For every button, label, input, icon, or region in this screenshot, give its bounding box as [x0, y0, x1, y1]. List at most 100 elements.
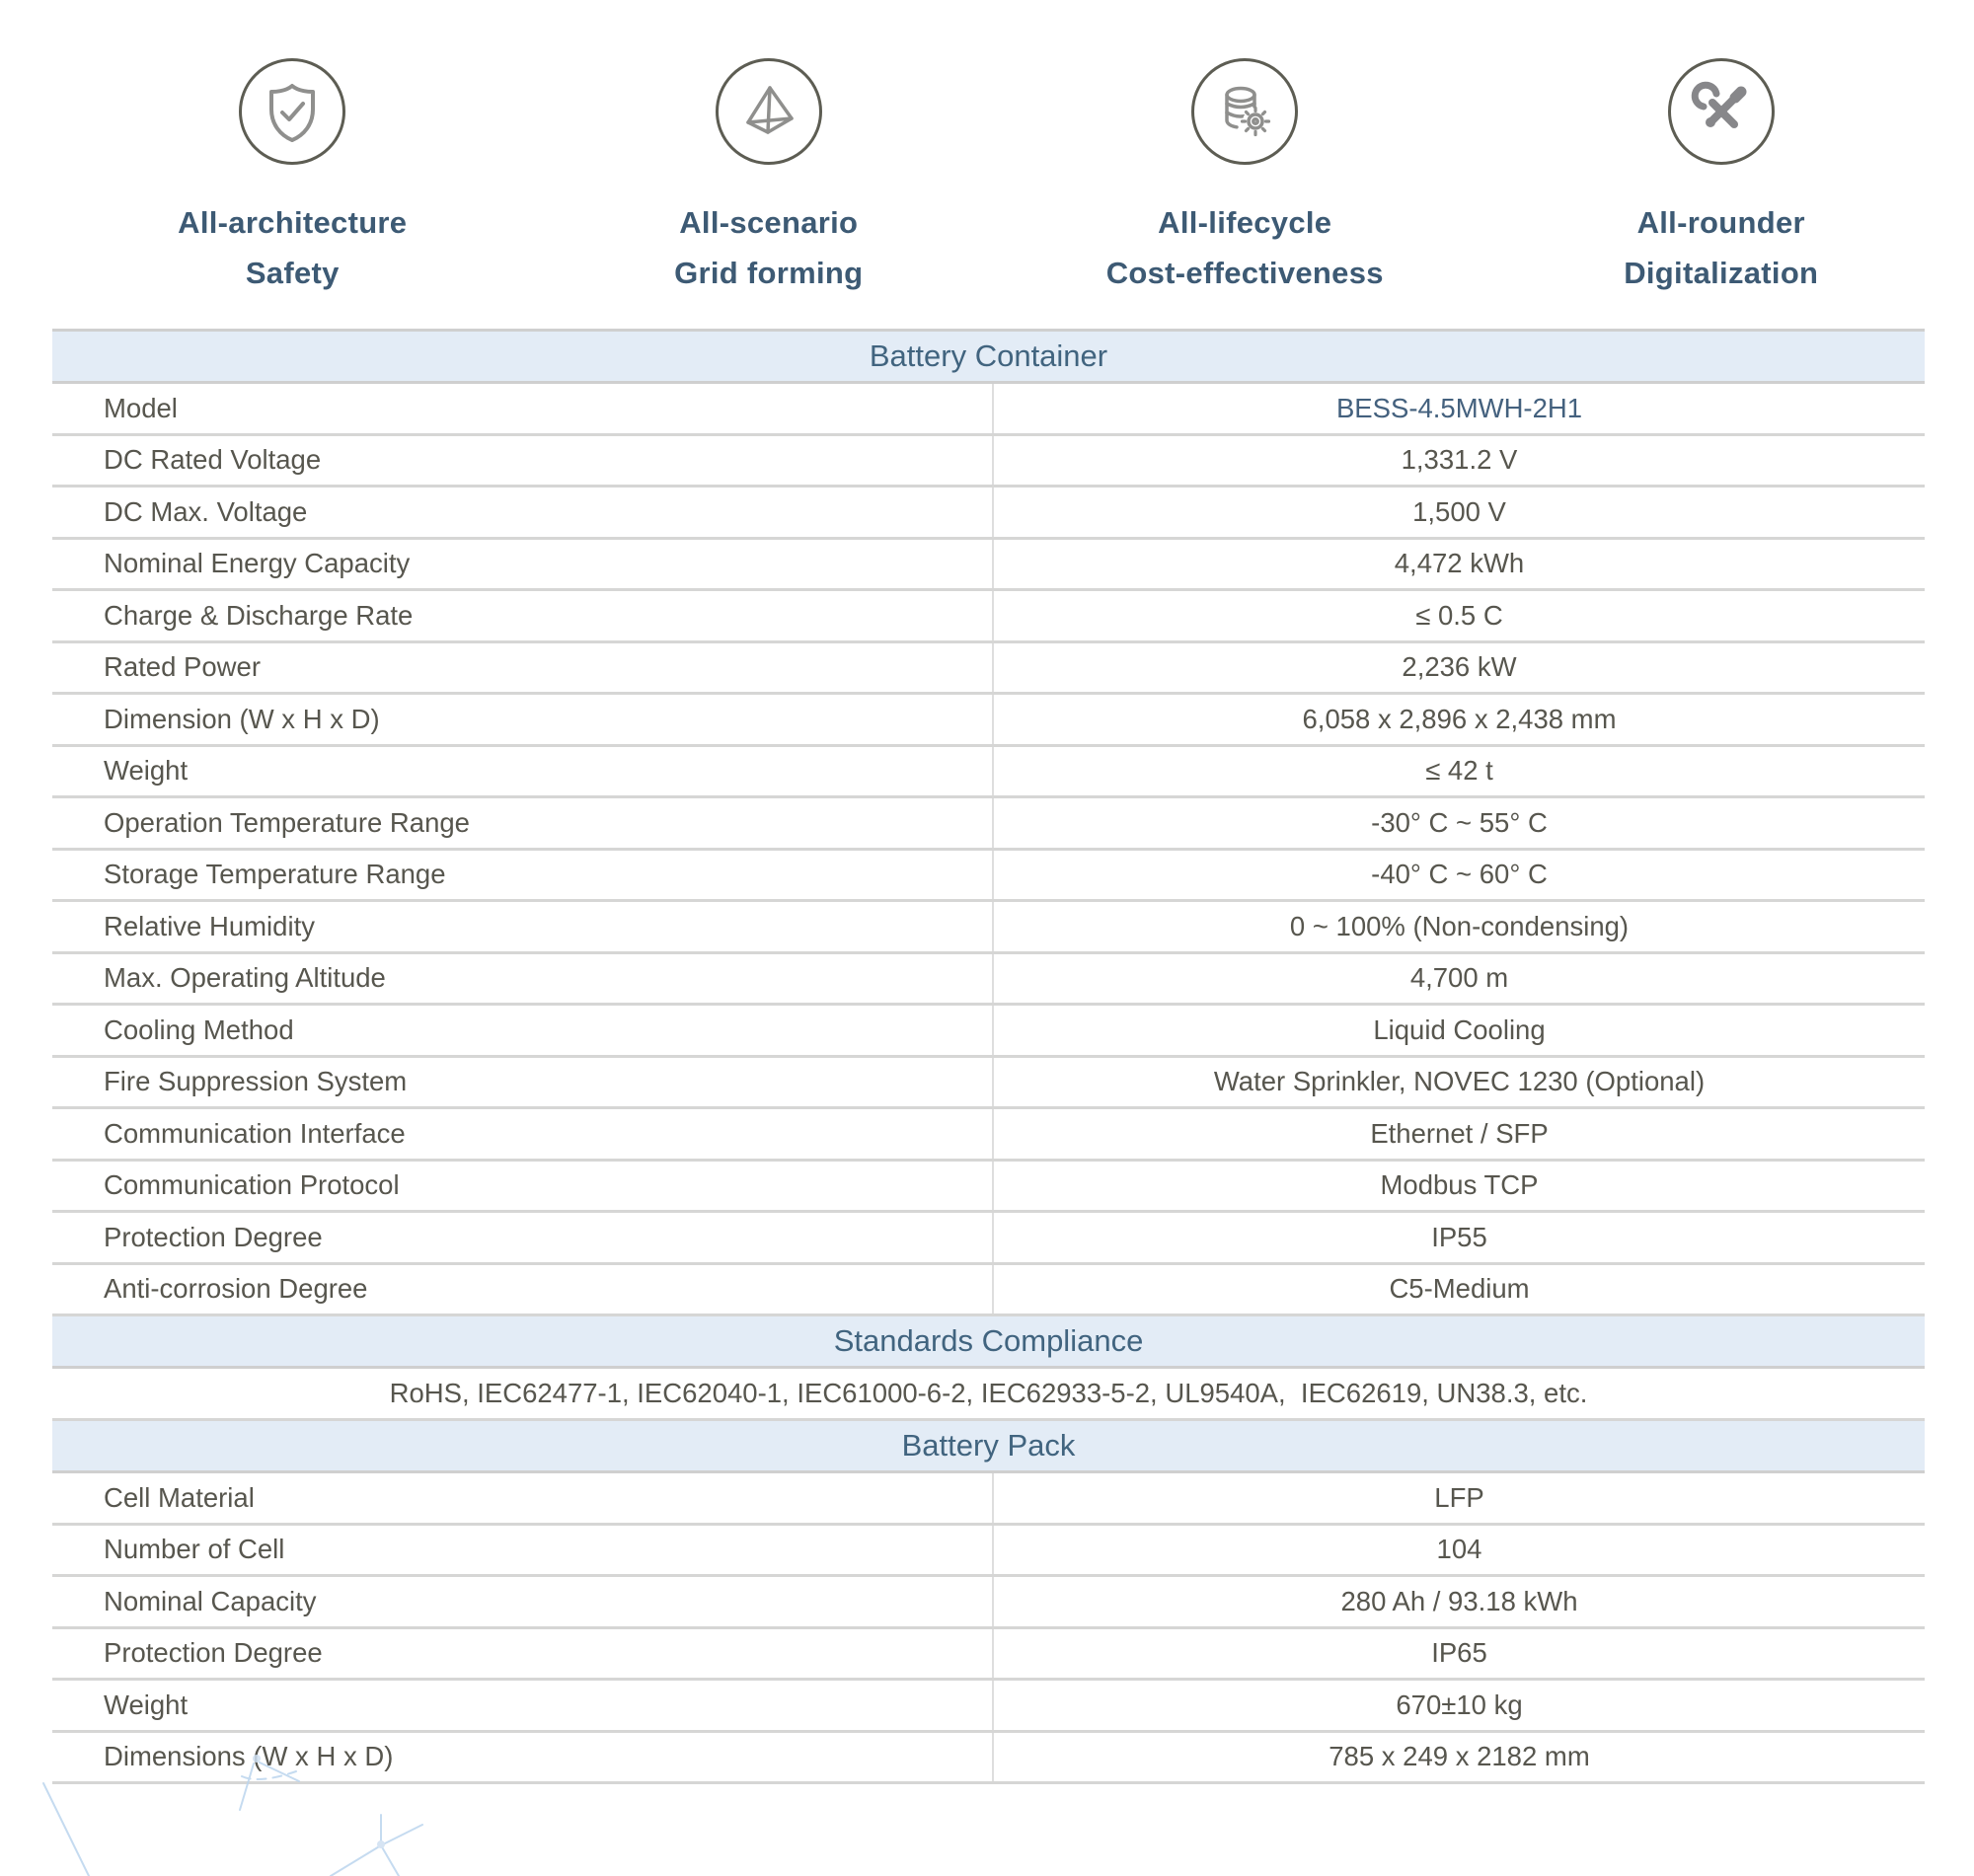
spec-value: ≤ 0.5 C — [1415, 599, 1503, 631]
feature-row: All-architecture Safety All-scenario Gri… — [54, 58, 1959, 298]
table-row: DC Max. Voltage 1,500 V — [52, 488, 1925, 540]
spec-label: Protection Degree — [52, 1213, 994, 1262]
spec-value: -30° C ~ 55° C — [1371, 806, 1548, 838]
spec-label: Weight — [52, 1681, 994, 1730]
spec-value: IP65 — [1431, 1637, 1487, 1669]
table-row: Weight ≤ 42 t — [52, 746, 1925, 798]
spec-label: Nominal Energy Capacity — [52, 539, 994, 588]
feature-label-line1: All-scenario — [679, 205, 859, 240]
spec-label: Fire Suppression System — [52, 1057, 994, 1106]
feature-label: All-rounder Digitalization — [1624, 197, 1818, 298]
spec-table: Battery Container Model BESS-4.5MWH-2H1 … — [52, 329, 1925, 1784]
spec-label: Communication Protocol — [52, 1161, 994, 1210]
table-row: Weight 670±10 kg — [52, 1681, 1925, 1733]
table-row: Nominal Energy Capacity 4,472 kWh — [52, 539, 1925, 591]
table-row: Communication Protocol Modbus TCP — [52, 1161, 1925, 1213]
spec-value: Liquid Cooling — [1373, 1013, 1546, 1045]
section-header-battery-pack: Battery Pack — [52, 1421, 1925, 1473]
spec-value: Modbus TCP — [1380, 1169, 1539, 1201]
section-header-battery-container: Battery Container — [52, 329, 1925, 384]
spec-label: Nominal Capacity — [52, 1577, 994, 1626]
table-row: Relative Humidity 0 ~ 100% (Non-condensi… — [52, 902, 1925, 954]
table-row: Max. Operating Altitude 4,700 m — [52, 953, 1925, 1006]
spec-value: 1,331.2 V — [1401, 444, 1518, 476]
table-row: Cell Material LFP — [52, 1473, 1925, 1526]
feature-label-line1: All-architecture — [178, 205, 408, 240]
spec-value: 280 Ah / 93.18 kWh — [1340, 1585, 1578, 1616]
spec-value: Ethernet / SFP — [1370, 1117, 1549, 1149]
spec-label: Number of Cell — [52, 1525, 994, 1574]
section-title: Battery Container — [869, 338, 1108, 373]
table-row: Operation Temperature Range -30° C ~ 55°… — [52, 798, 1925, 851]
spec-value: 2,236 kW — [1402, 651, 1517, 683]
table-row: Fire Suppression System Water Sprinkler,… — [52, 1057, 1925, 1109]
spec-label: Relative Humidity — [52, 902, 994, 951]
spec-label: Anti-corrosion Degree — [52, 1264, 994, 1313]
feature-label: All-architecture Safety — [178, 197, 407, 298]
table-row: Dimensions (W x H x D) 785 x 249 x 2182 … — [52, 1732, 1925, 1784]
spec-value: 1,500 V — [1412, 495, 1506, 527]
spec-label: Model — [52, 384, 994, 433]
table-row: Protection Degree IP65 — [52, 1628, 1925, 1681]
feature-all-rounder-digitalization: All-rounder Digitalization — [1483, 58, 1960, 298]
spec-label: Communication Interface — [52, 1109, 994, 1159]
table-row: DC Rated Voltage 1,331.2 V — [52, 435, 1925, 488]
tools-icon — [1667, 58, 1775, 165]
spec-value: Water Sprinkler, NOVEC 1230 (Optional) — [1213, 1066, 1706, 1097]
spec-label: Dimensions (W x H x D) — [52, 1732, 994, 1781]
section-title: Standards Compliance — [833, 1323, 1144, 1358]
spec-value: C5-Medium — [1389, 1273, 1530, 1305]
table-row: Model BESS-4.5MWH-2H1 — [52, 384, 1925, 436]
feature-all-lifecycle-cost-effectiveness: All-lifecycle Cost-effectiveness — [1007, 58, 1483, 298]
feature-all-architecture-safety: All-architecture Safety — [54, 58, 531, 298]
feature-label-line2: Grid forming — [674, 256, 864, 290]
feature-label-line2: Digitalization — [1624, 256, 1819, 290]
feature-all-scenario-grid-forming: All-scenario Grid forming — [531, 58, 1008, 298]
spec-value: -40° C ~ 60° C — [1371, 859, 1548, 890]
spec-label: Charge & Discharge Rate — [52, 591, 994, 640]
spec-value: 785 x 249 x 2182 mm — [1329, 1741, 1590, 1772]
spec-label: Protection Degree — [52, 1628, 994, 1678]
feature-label-line2: Safety — [245, 256, 340, 290]
feature-label-line1: All-lifecycle — [1158, 205, 1332, 240]
table-row: Charge & Discharge Rate ≤ 0.5 C — [52, 591, 1925, 643]
table-row: Communication Interface Ethernet / SFP — [52, 1109, 1925, 1162]
table-row: Dimension (W x H x D) 6,058 x 2,896 x 2,… — [52, 695, 1925, 747]
table-row: Storage Temperature Range -40° C ~ 60° C — [52, 850, 1925, 902]
table-row: Cooling Method Liquid Cooling — [52, 1006, 1925, 1058]
database-gear-icon — [1191, 58, 1299, 165]
spec-value: 0 ~ 100% (Non-condensing) — [1289, 910, 1630, 941]
section-title: Battery Pack — [901, 1428, 1076, 1463]
section-header-standards-compliance: Standards Compliance — [52, 1316, 1925, 1369]
spec-label: DC Rated Voltage — [52, 435, 994, 485]
spec-label: DC Max. Voltage — [52, 488, 994, 537]
spec-value: 6,058 x 2,896 x 2,438 mm — [1302, 703, 1617, 734]
table-row: Rated Power 2,236 kW — [52, 642, 1925, 695]
spec-value: 4,700 m — [1409, 962, 1509, 994]
table-row: Number of Cell 104 — [52, 1525, 1925, 1577]
spec-label: Operation Temperature Range — [52, 798, 994, 848]
spec-value: IP55 — [1431, 1221, 1487, 1252]
spec-value: 670±10 kg — [1396, 1688, 1523, 1720]
spec-label: Dimension (W x H x D) — [52, 695, 994, 744]
spec-label: Cooling Method — [52, 1006, 994, 1055]
table-row: Nominal Capacity 280 Ah / 93.18 kWh — [52, 1577, 1925, 1629]
spec-value: LFP — [1434, 1481, 1484, 1513]
feature-label-line2: Cost-effectiveness — [1105, 256, 1384, 290]
spec-value: ≤ 42 t — [1425, 755, 1493, 787]
table-row: Anti-corrosion Degree C5-Medium — [52, 1264, 1925, 1316]
table-row: Protection Degree IP55 — [52, 1213, 1925, 1265]
spec-label: Cell Material — [52, 1473, 994, 1523]
spec-value: 104 — [1436, 1534, 1482, 1565]
feature-label: All-scenario Grid forming — [674, 197, 863, 298]
shield-check-icon — [239, 58, 346, 165]
pyramid-icon — [715, 58, 822, 165]
spec-label: Rated Power — [52, 642, 994, 692]
spec-label: Max. Operating Altitude — [52, 953, 994, 1003]
spec-label: Storage Temperature Range — [52, 850, 994, 899]
spec-value-model: BESS-4.5MWH-2H1 — [1335, 392, 1583, 423]
feature-label: All-lifecycle Cost-effectiveness — [1106, 197, 1384, 298]
feature-label-line1: All-rounder — [1636, 205, 1805, 240]
spec-label: Weight — [52, 746, 994, 795]
standards-compliance-list: RoHS, IEC62477-1, IEC62040-1, IEC61000-6… — [52, 1369, 1925, 1421]
